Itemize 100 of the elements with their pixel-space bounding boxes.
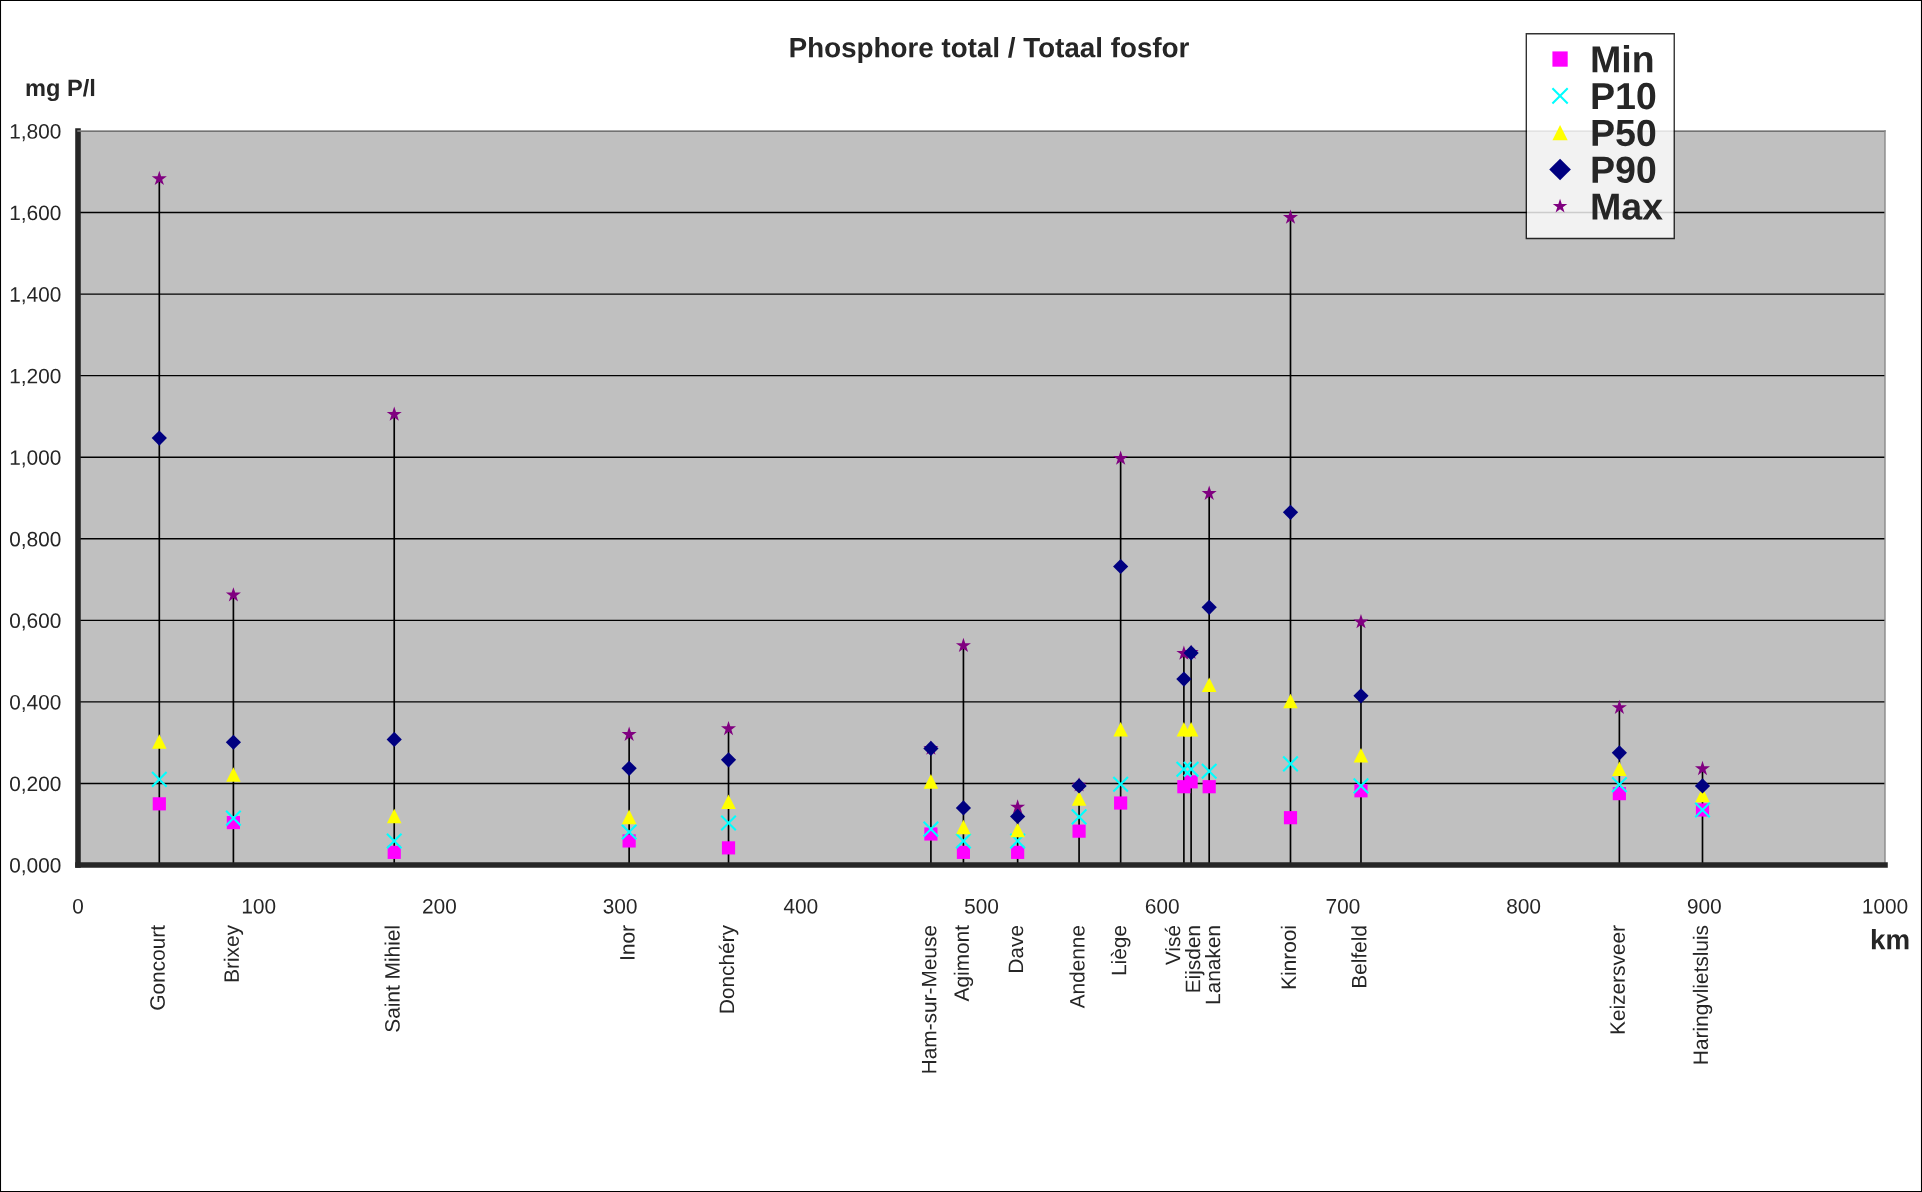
point	[1201, 677, 1217, 693]
point	[620, 823, 638, 841]
text: Liège	[1110, 925, 1131, 975]
point	[151, 170, 167, 186]
chart-title: Phosphore total / Totaal fosfor	[790, 37, 1189, 63]
point	[1009, 832, 1026, 850]
legend-label: Min	[1592, 45, 1653, 73]
x-tick-label: 200	[423, 898, 456, 914]
y-tick-label: 0,600	[10, 613, 61, 631]
point	[1282, 209, 1299, 224]
point	[386, 406, 402, 421]
point	[225, 734, 242, 750]
text: Saint Mihiel	[384, 926, 400, 1032]
text: Goncourt	[150, 925, 165, 1010]
point	[922, 820, 940, 838]
x-tick-label: 600	[1145, 898, 1179, 914]
point	[225, 809, 242, 827]
point	[1183, 721, 1199, 737]
point	[721, 794, 736, 810]
text: Eijsden	[1185, 926, 1205, 992]
y-tick-label: 1,800	[10, 124, 61, 142]
point	[956, 845, 971, 859]
point	[1175, 760, 1193, 778]
point	[1353, 748, 1369, 763]
x-tick-label: 300	[603, 898, 637, 914]
x-tick-label: 800	[1507, 898, 1541, 914]
x-tick-label: 900	[1687, 898, 1721, 914]
point	[385, 832, 403, 850]
point	[152, 797, 166, 811]
point	[955, 637, 971, 653]
legend-label: P90	[1592, 156, 1656, 184]
point	[1694, 778, 1711, 794]
y-tick-label: 1,400	[10, 287, 61, 305]
point	[1611, 776, 1628, 793]
point	[1113, 721, 1128, 737]
point	[1202, 780, 1216, 794]
point	[621, 809, 637, 825]
point	[150, 771, 168, 788]
point	[956, 819, 971, 835]
legend-label: P50	[1592, 119, 1656, 147]
point	[1071, 791, 1087, 806]
point	[721, 841, 736, 855]
y-tick-label: 0,800	[10, 531, 61, 549]
text: Inor	[620, 925, 635, 959]
point	[621, 726, 637, 741]
point	[720, 752, 737, 768]
text: Brixey	[223, 925, 244, 982]
point	[1070, 808, 1088, 826]
y-tick-label: 1,000	[10, 450, 61, 468]
point	[1113, 558, 1129, 575]
point	[1201, 599, 1217, 615]
text: Belfeld	[1351, 926, 1367, 987]
point	[1011, 845, 1025, 859]
text: Keizersveer	[1609, 925, 1625, 1034]
point	[386, 808, 402, 824]
point	[1612, 761, 1627, 777]
text: Haringvlietsluis	[1692, 925, 1713, 1064]
point	[720, 814, 737, 832]
point	[720, 720, 737, 736]
y-tick-label: 1,600	[10, 205, 61, 223]
text: Andenne	[1069, 925, 1085, 1009]
point	[226, 767, 241, 782]
text: Agimont	[953, 925, 974, 1002]
point	[1353, 688, 1369, 704]
point	[151, 430, 167, 446]
x-tick-label: 0	[73, 898, 83, 914]
y-tick-label: 0,400	[10, 694, 61, 713]
text: Kinrooi	[1280, 926, 1297, 989]
point	[225, 587, 241, 602]
point	[1010, 822, 1025, 838]
y-axis-title: mg P/l	[26, 78, 95, 102]
point	[387, 845, 401, 859]
point	[955, 832, 972, 850]
x-tick-label: 1000	[1863, 898, 1908, 914]
text: Ham-sur-Meuse	[921, 925, 937, 1073]
legend-label: P10	[1592, 82, 1656, 110]
text: Visé	[1164, 925, 1181, 966]
y-tick-label: 1,200	[10, 368, 61, 386]
x-tick-label: 400	[783, 898, 818, 914]
text: Donchéry	[718, 925, 739, 1013]
point	[1282, 755, 1299, 773]
point	[1114, 796, 1128, 810]
x-tick-label: 100	[242, 898, 276, 914]
point	[1611, 699, 1627, 714]
x-tick-label: 500	[964, 898, 999, 914]
point	[1176, 671, 1192, 687]
legend-label: Max	[1592, 193, 1663, 220]
point	[1184, 775, 1198, 789]
x-tick-label: 700	[1326, 898, 1360, 914]
point	[386, 731, 402, 748]
point	[955, 800, 972, 816]
point	[1010, 808, 1026, 825]
text: Dave	[1008, 925, 1024, 972]
point	[1694, 760, 1711, 776]
point	[1113, 450, 1129, 465]
point	[1201, 485, 1217, 500]
point	[923, 774, 939, 789]
x-axis-title: km	[1871, 929, 1909, 950]
point	[1282, 504, 1299, 520]
point	[152, 734, 167, 749]
